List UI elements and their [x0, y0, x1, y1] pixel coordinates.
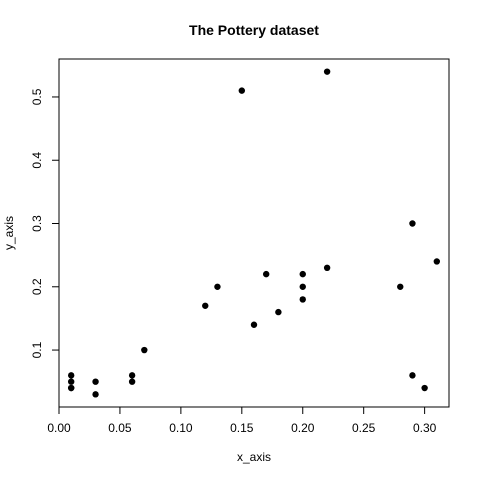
chart-title: The Pottery dataset: [189, 22, 319, 38]
data-point: [421, 384, 428, 392]
data-point: [409, 220, 416, 227]
data-points: [67, 68, 441, 398]
data-point: [67, 378, 75, 385]
data-point: [299, 296, 306, 303]
x-tick-label: 0.20: [291, 421, 315, 435]
data-point: [299, 270, 306, 278]
x-tick-label: 0.25: [352, 421, 376, 435]
data-point: [67, 384, 75, 392]
x-tick-label: 0.10: [169, 421, 193, 435]
y-axis: 0.1 0.2 0.3 0.4 0.5: [30, 88, 60, 358]
y-tick-label: 0.1: [30, 341, 44, 358]
data-point: [141, 346, 148, 354]
data-point: [128, 378, 136, 385]
data-point: [92, 391, 99, 398]
y-tick-label: 0.4: [30, 152, 44, 169]
data-point: [409, 372, 416, 379]
x-tick-label: 0.30: [413, 421, 437, 435]
y-tick-label: 0.5: [30, 88, 44, 105]
y-tick-label: 0.3: [30, 215, 44, 232]
data-point: [433, 258, 441, 265]
data-point: [214, 283, 221, 290]
data-point: [323, 68, 331, 75]
x-axis: 0.00 0.05 0.10 0.15 0.20 0.25 0.30: [47, 406, 437, 435]
x-tick-label: 0.00: [47, 421, 71, 435]
data-point: [299, 283, 306, 290]
data-point: [275, 308, 282, 316]
plot-frame: [58, 58, 450, 408]
data-point: [238, 87, 246, 94]
y-tick-label: 0.2: [30, 278, 44, 295]
data-point: [202, 302, 209, 309]
x-tick-label: 0.15: [230, 421, 254, 435]
data-point: [92, 378, 99, 385]
y-axis-label: y_axis: [2, 216, 16, 250]
data-point: [323, 264, 331, 271]
data-point: [250, 321, 258, 328]
x-tick-label: 0.05: [108, 421, 132, 435]
x-axis-label: x_axis: [237, 450, 271, 464]
data-point: [397, 283, 404, 290]
data-point: [67, 372, 75, 379]
data-point: [128, 372, 136, 379]
data-point: [262, 270, 270, 278]
